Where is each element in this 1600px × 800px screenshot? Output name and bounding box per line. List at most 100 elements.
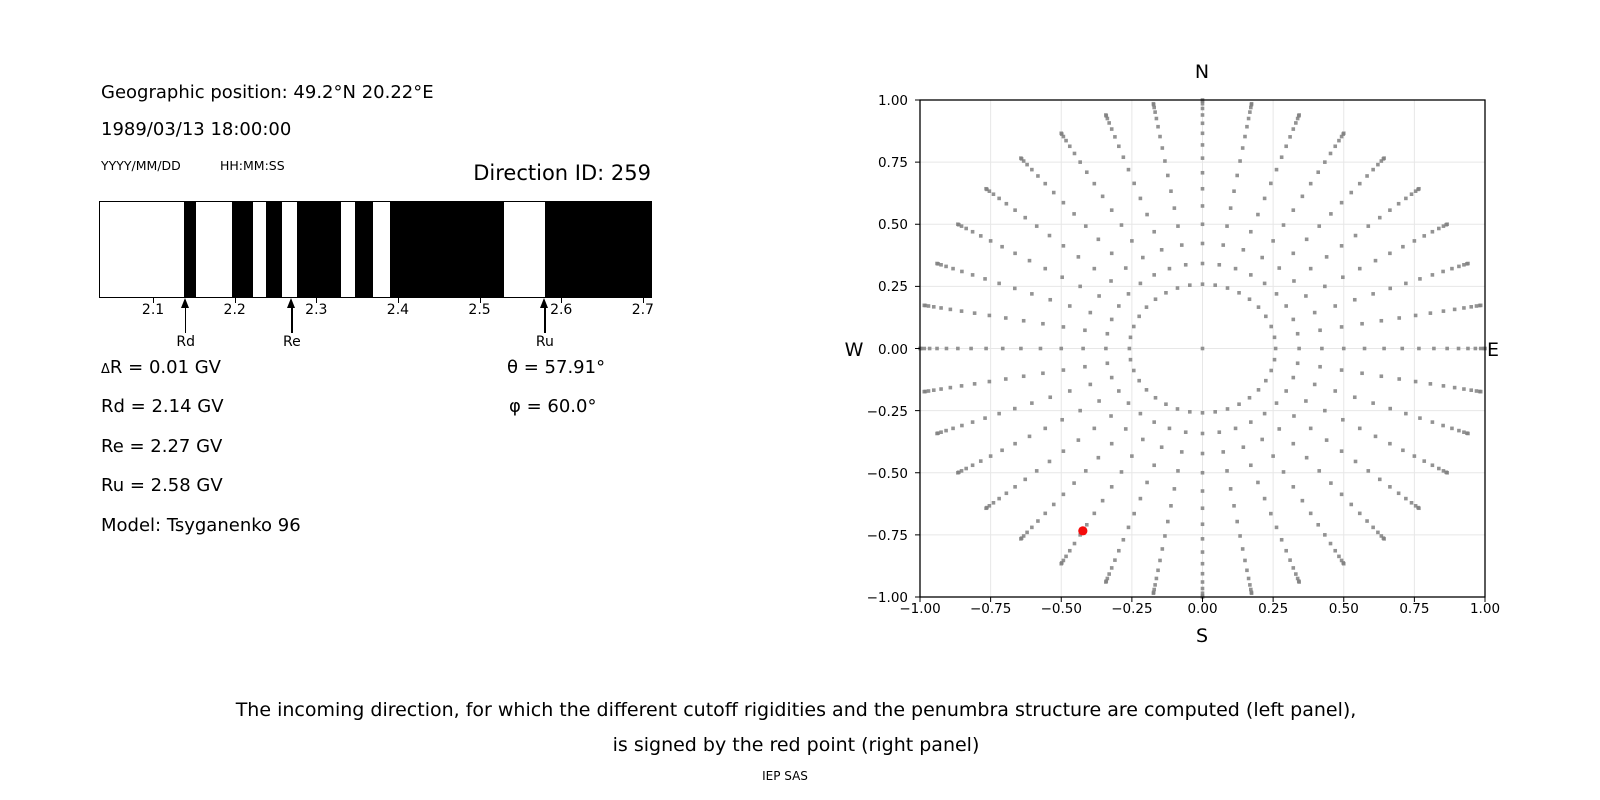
direction-grid-point <box>1249 229 1253 234</box>
direction-grid-point <box>1048 297 1053 302</box>
direction-grid-point <box>1341 275 1345 280</box>
direction-grid-point <box>1200 346 1205 351</box>
direction-grid-point <box>1279 537 1284 542</box>
direction-grid-point <box>1012 406 1017 411</box>
direction-grid-point <box>1126 401 1131 405</box>
direction-grid-point <box>1172 206 1177 210</box>
sky-xtick-label: 1.00 <box>1469 601 1501 617</box>
north-label: N <box>1194 61 1210 83</box>
rigidity-arrow-label: Ru <box>535 334 554 350</box>
direction-grid-point <box>1175 286 1180 290</box>
direction-grid-point <box>1295 116 1300 121</box>
direction-grid-point <box>1059 561 1064 566</box>
direction-grid-point <box>1441 309 1446 313</box>
direction-grid-point <box>1304 294 1308 298</box>
direction-grid-point <box>1047 459 1052 464</box>
direction-grid-point <box>1428 382 1433 386</box>
direction-grid-point <box>1096 455 1101 460</box>
direction-grid-point <box>1083 469 1088 473</box>
direction-grid-point <box>1284 389 1288 393</box>
penumbra-band <box>184 202 196 297</box>
direction-grid-point <box>1247 297 1252 302</box>
direction-grid-point <box>1030 292 1034 296</box>
direction-grid-point <box>1256 212 1260 217</box>
direction-grid-point <box>1043 181 1048 186</box>
direction-grid-point <box>1243 134 1247 139</box>
direction-grid-point <box>1003 377 1008 381</box>
direction-grid-point <box>1117 304 1121 308</box>
direction-grid-point <box>1027 258 1032 263</box>
direction-grid-point <box>1121 537 1126 542</box>
direction-grid-point <box>1027 434 1032 439</box>
direction-grid-point <box>1288 135 1292 139</box>
direction-grid-point <box>1466 261 1470 266</box>
datetime-label: 1989/03/13 18:00:00 <box>101 119 292 140</box>
direction-grid-point <box>1262 196 1267 201</box>
direction-grid-point <box>1430 273 1435 277</box>
direction-grid-point <box>1081 346 1085 351</box>
direction-grid-point <box>991 192 996 197</box>
direction-grid-point <box>1404 196 1408 201</box>
direction-grid-point <box>1376 530 1380 535</box>
direction-grid-point <box>1200 537 1205 541</box>
direction-grid-point <box>1445 222 1449 227</box>
penumbra-band <box>232 202 253 297</box>
direction-grid-point <box>944 428 948 433</box>
direction-grid-point <box>1388 251 1392 256</box>
penumbra-band <box>389 202 505 297</box>
direction-grid-point <box>922 389 927 394</box>
delta-symbol: Δ <box>101 362 110 377</box>
direction-grid-point <box>1418 277 1422 281</box>
direction-grid-point <box>1247 395 1252 400</box>
direction-grid-point <box>1158 558 1162 563</box>
direction-grid-point <box>1163 534 1167 538</box>
direction-grid-point <box>1400 346 1405 351</box>
direction-grid-point <box>1452 385 1457 390</box>
sky-ytick-label: 0.50 <box>877 217 908 234</box>
west-label: W <box>844 339 864 361</box>
direction-grid-point <box>1200 571 1205 576</box>
penumbra-tick <box>397 298 399 303</box>
direction-grid-point <box>1000 244 1004 249</box>
rigidity-arrow-head <box>540 298 549 308</box>
date-format-label: YYYY/MM/DD <box>101 158 181 173</box>
direction-grid-point <box>1371 167 1375 172</box>
direction-grid-point <box>1294 121 1298 125</box>
direction-grid-point <box>1457 264 1461 269</box>
direction-grid-point <box>1422 459 1427 463</box>
direction-grid-point <box>1061 325 1066 329</box>
delta-r-text: R = 0.01 GV <box>109 357 221 378</box>
direction-grid-point <box>1413 189 1418 193</box>
direction-grid-point <box>922 303 927 308</box>
direction-grid-point <box>1277 427 1282 431</box>
direction-grid-point <box>1130 454 1134 458</box>
direction-grid-point <box>1366 224 1371 228</box>
direction-grid-point <box>926 389 931 393</box>
direction-grid-point <box>1092 426 1097 431</box>
direction-grid-point <box>1304 399 1308 403</box>
geographic-position-label: Geographic position: 49.2°N 20.22°E <box>101 82 434 103</box>
direction-grid-point <box>1127 346 1132 351</box>
direction-grid-point <box>1061 558 1066 563</box>
direction-grid-point <box>1217 430 1222 434</box>
direction-grid-point <box>960 269 964 274</box>
direction-grid-point <box>1264 314 1268 319</box>
direction-grid-point <box>1021 374 1026 379</box>
direction-grid-point <box>970 463 975 468</box>
direction-grid-point <box>1430 420 1435 424</box>
direction-grid-point <box>1096 237 1101 242</box>
direction-grid-point <box>1304 455 1309 460</box>
direction-grid-point <box>1067 304 1072 308</box>
direction-grid-point <box>1144 305 1149 309</box>
direction-grid-point <box>956 222 960 227</box>
direction-grid-point <box>1300 498 1305 503</box>
direction-grid-point <box>1371 525 1375 530</box>
direction-grid-point <box>987 504 992 508</box>
direction-grid-point <box>964 466 968 471</box>
direction-grid-point <box>1200 451 1205 456</box>
direction-grid-point <box>1078 160 1082 164</box>
direction-grid-point <box>1382 537 1386 541</box>
south-label: S <box>1195 625 1209 647</box>
east-label: E <box>1486 339 1499 361</box>
direction-grid-point <box>1104 580 1108 584</box>
